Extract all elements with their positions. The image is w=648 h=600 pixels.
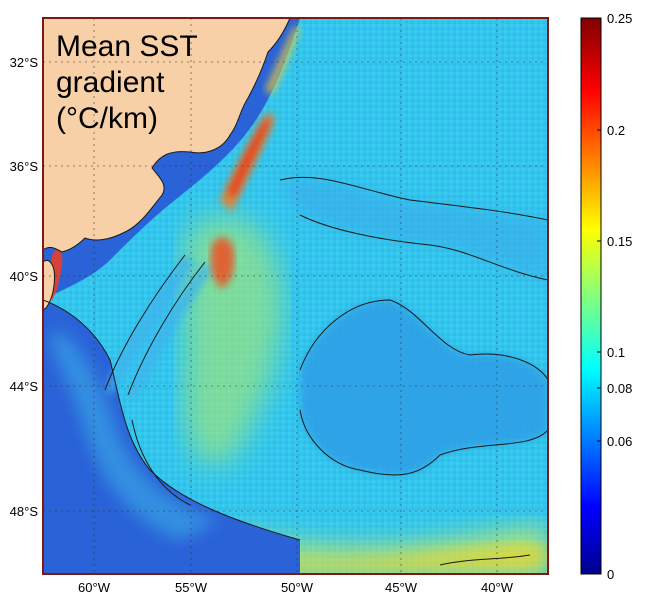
colorbar-ticks bbox=[597, 17, 601, 575]
colorbar: 0.25 0.2 0.15 0.1 0.08 0.06 0 bbox=[580, 11, 632, 582]
colorbar-tick-label: 0.06 bbox=[607, 434, 632, 449]
land-uruguay-argentina bbox=[43, 259, 55, 311]
map-title-line-3: (°C/km) bbox=[56, 102, 158, 135]
land-south-america-north bbox=[43, 18, 291, 253]
colorbar-gradient bbox=[580, 17, 602, 575]
map-frame bbox=[42, 17, 549, 575]
northeast-patchy-region bbox=[280, 177, 548, 280]
longitude-axis: 60°W 55°W 50°W 45°W 40°W bbox=[78, 580, 514, 595]
patagonian-shelf bbox=[43, 300, 300, 574]
latitude-axis: 32°S 36°S 40°S 44°S 48°S bbox=[10, 55, 39, 519]
brazil-current-front-core bbox=[228, 118, 270, 198]
southern-front-core bbox=[250, 545, 548, 572]
lon-label: 60°W bbox=[78, 580, 111, 595]
lon-label: 50°W bbox=[281, 580, 314, 595]
graticule bbox=[43, 18, 548, 574]
coastal-front bbox=[265, 25, 300, 95]
colorbar-tick-label: 0.15 bbox=[607, 234, 632, 249]
colorbar-tick-label: 0 bbox=[607, 567, 614, 582]
lon-label: 40°W bbox=[481, 580, 514, 595]
basin-low-gradient-region bbox=[300, 300, 548, 475]
confluence-hotspot bbox=[210, 237, 235, 288]
lat-label: 32°S bbox=[10, 55, 39, 70]
shelf-stripe-2 bbox=[128, 262, 212, 400]
colorbar-tick-label: 0.1 bbox=[607, 345, 625, 360]
lon-label: 55°W bbox=[175, 580, 208, 595]
shelf-inner-band bbox=[50, 330, 220, 540]
lat-label: 36°S bbox=[10, 159, 39, 174]
colorbar-tick-label: 0.25 bbox=[607, 11, 632, 26]
map-title-line-1: Mean SST bbox=[56, 30, 198, 63]
contour-lines bbox=[43, 176, 548, 566]
confluence-warm-zone bbox=[183, 216, 282, 466]
lat-label: 44°S bbox=[10, 379, 39, 394]
map-title-line-2: gradient bbox=[56, 66, 165, 99]
colorbar-tick-label: 0.08 bbox=[607, 381, 632, 396]
colorbar-tick-label: 0.2 bbox=[607, 123, 625, 138]
lat-label: 40°S bbox=[10, 269, 39, 284]
shelf-stripe-1 bbox=[105, 255, 195, 395]
lon-label: 45°W bbox=[385, 580, 418, 595]
map-panel bbox=[43, 18, 548, 574]
lat-label: 48°S bbox=[10, 504, 39, 519]
